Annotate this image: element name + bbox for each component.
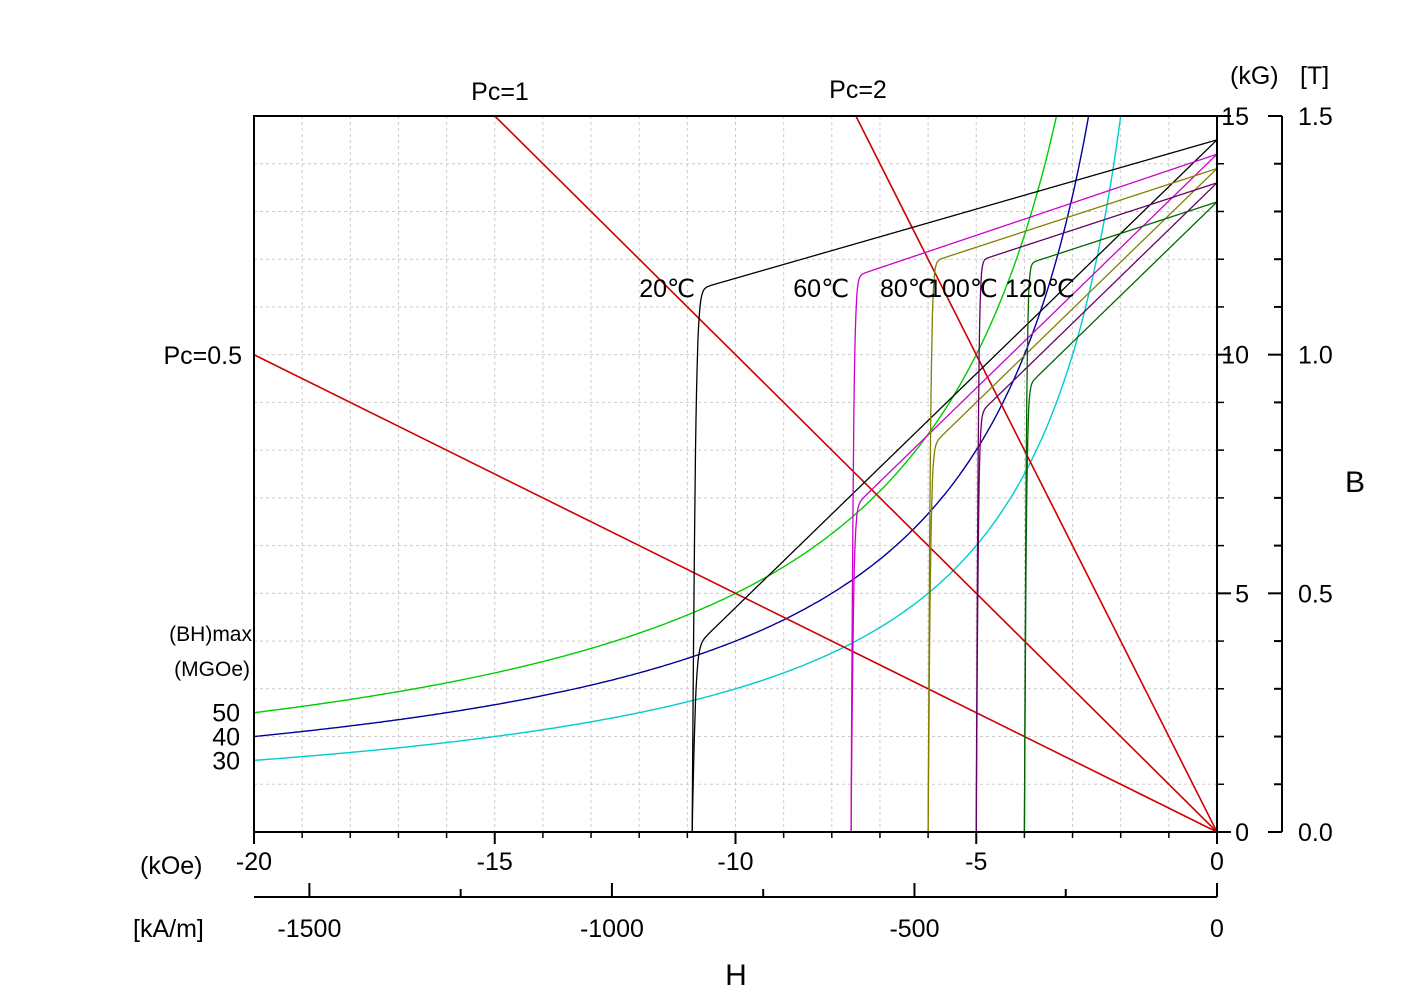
y-axis-title: B <box>1345 466 1365 499</box>
temperature-label-80: 80℃ <box>880 275 936 303</box>
demag-curve-100-intrinsic <box>966 182 1217 832</box>
bhmax-curve-40 <box>254 116 1090 738</box>
x-tick-label-koe: -20 <box>236 848 272 876</box>
x-tick-label-koe: 0 <box>1210 848 1224 876</box>
y-tick-label-tesla: 1.5 <box>1298 103 1333 131</box>
y-tick-label-tesla: 0.5 <box>1298 580 1333 608</box>
y-tick-label-kg: 0 <box>1235 819 1249 847</box>
x-tick-label-koe: -15 <box>477 848 513 876</box>
demag-curve-20-normal <box>689 139 1217 832</box>
load-line-Pc-0.5 <box>254 353 1217 832</box>
y-unit-tesla: [T] <box>1300 62 1329 90</box>
x-tick-label-kam: -500 <box>889 915 939 943</box>
x-unit-koe: (kOe) <box>140 852 203 880</box>
axes-layer <box>253 115 1283 898</box>
bhmax-curve-50 <box>254 116 1058 714</box>
demag-curve-80-intrinsic <box>918 167 1217 832</box>
temperature-label-100: 100℃ <box>928 275 998 303</box>
temperature-label-120: 120℃ <box>1005 275 1075 303</box>
demag-curve-80-normal <box>925 167 1217 832</box>
labels-layer: -20 -15 -10 -5 0-1500 -1000 -500 00510150.00.51… <box>133 62 1365 992</box>
grid-lines <box>254 116 1217 832</box>
x-tick-label-kam: 0 <box>1210 915 1224 943</box>
x-axis-title: H <box>725 959 747 992</box>
y-tick-label-kg: 5 <box>1235 580 1249 608</box>
x-tick-label-kam: -1500 <box>277 915 341 943</box>
demag-curve-20-intrinsic <box>682 139 1217 832</box>
load-line-label: Pc=0.5 <box>163 342 242 370</box>
y-unit-kg: (kG) <box>1230 62 1279 90</box>
bhmax-value-label-40: 40 <box>212 724 240 752</box>
bhmax-curve-30 <box>254 116 1122 762</box>
curves-layer <box>254 116 1217 832</box>
temperature-label-60: 60℃ <box>793 275 849 303</box>
demag-curve-60-normal <box>848 153 1217 832</box>
demag-curve-100-normal <box>973 182 1217 832</box>
x-tick-label-koe: -5 <box>965 848 987 876</box>
x-tick-label-kam: -1000 <box>580 915 644 943</box>
y-tick-label-tesla: 0.0 <box>1298 819 1333 847</box>
load-line-label: Pc=1 <box>471 78 529 106</box>
load-line-Pc-1 <box>493 116 1217 832</box>
demag-curve-120-intrinsic <box>1014 201 1217 832</box>
load-line-Pc-2 <box>854 116 1217 832</box>
x-unit-kam: [kA/m] <box>133 915 204 943</box>
bhmax-value-label-30: 30 <box>212 747 240 775</box>
x-tick-label-koe: -10 <box>717 848 753 876</box>
y-tick-label-kg: 10 <box>1221 342 1249 370</box>
y-tick-label-tesla: 1.0 <box>1298 342 1333 370</box>
bhmax-unit: (MGOe) <box>174 658 250 681</box>
bhmax-value-label-50: 50 <box>212 700 240 728</box>
demag-curve-60-intrinsic <box>841 153 1217 832</box>
bhmax-title: (BH)max <box>169 623 252 646</box>
y-tick-label-kg: 15 <box>1221 103 1249 131</box>
load-line-label: Pc=2 <box>829 76 887 104</box>
temperature-label-20: 20℃ <box>639 275 695 303</box>
demag-curve-120-normal <box>1022 201 1217 832</box>
